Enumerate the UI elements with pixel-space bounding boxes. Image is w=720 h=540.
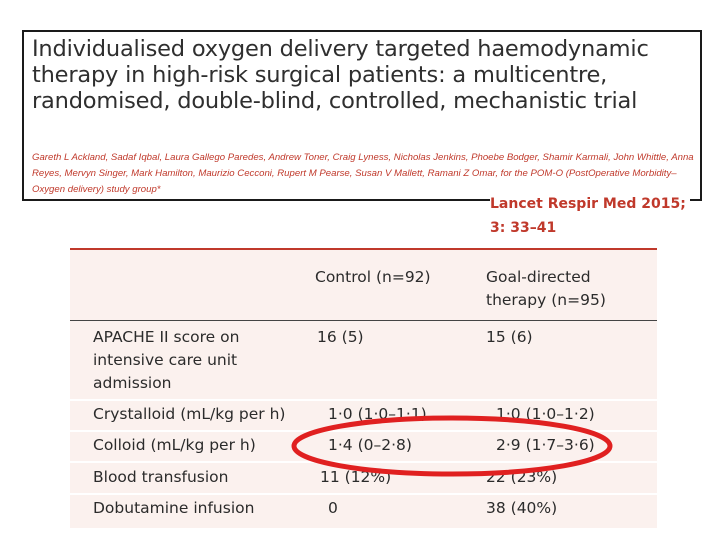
row-divider [70, 493, 657, 495]
table-top-rule [70, 248, 657, 250]
apache-line1: APACHE II score on [93, 328, 240, 346]
row-divider [70, 399, 657, 401]
apache-line2: intensive care unit [93, 351, 238, 369]
header-rule [70, 320, 657, 321]
row-crystalloid-control: 1·0 (1·0–1·1) [328, 405, 427, 423]
row-crystalloid-gdt: 1·0 (1·0–1·2) [496, 405, 595, 423]
row-dobutamine-label: Dobutamine infusion [93, 499, 255, 517]
row-transfusion-gdt: 22 (23%) [486, 468, 558, 486]
header-control: Control (n=92) [315, 268, 431, 286]
row-colloid-label: Colloid (mL/kg per h) [93, 436, 256, 454]
header-gdt: Goal-directed therapy (n=95) [486, 266, 606, 312]
apache-line3: admission [93, 374, 172, 392]
row-dobutamine-control: 0 [328, 499, 338, 517]
row-transfusion-control: 11 (12%) [320, 468, 392, 486]
row-colloid-control: 1·4 (0–2·8) [328, 436, 412, 454]
header-gdt-line1: Goal-directed [486, 268, 591, 286]
row-transfusion-label: Blood transfusion [93, 468, 229, 486]
article-header: Individualised oxygen delivery targeted … [22, 30, 702, 201]
header-gdt-line2: therapy (n=95) [486, 291, 606, 309]
results-table: Control (n=92) Goal-directed therapy (n=… [70, 248, 657, 528]
row-colloid-gdt: 2·9 (1·7–3·6) [496, 436, 595, 454]
row-divider [70, 461, 657, 463]
citation-volume: 3: 33–41 [490, 220, 557, 236]
citation-journal: Lancet Respir Med 2015; [490, 196, 686, 212]
row-dobutamine-gdt: 38 (40%) [486, 499, 558, 517]
row-crystalloid-label: Crystalloid (mL/kg per h) [93, 405, 286, 423]
author-list: Gareth L Ackland, Sadaf Iqbal, Laura Gal… [32, 152, 694, 195]
article-title: Individualised oxygen delivery targeted … [32, 36, 649, 114]
row-apache-gdt: 15 (6) [486, 328, 533, 346]
row-divider [70, 430, 657, 432]
journal-citation: Lancet Respir Med 2015; 3: 33–41 [490, 192, 690, 240]
row-apache-control: 16 (5) [317, 328, 364, 346]
row-apache-label: APACHE II score on intensive care unit a… [93, 326, 239, 395]
